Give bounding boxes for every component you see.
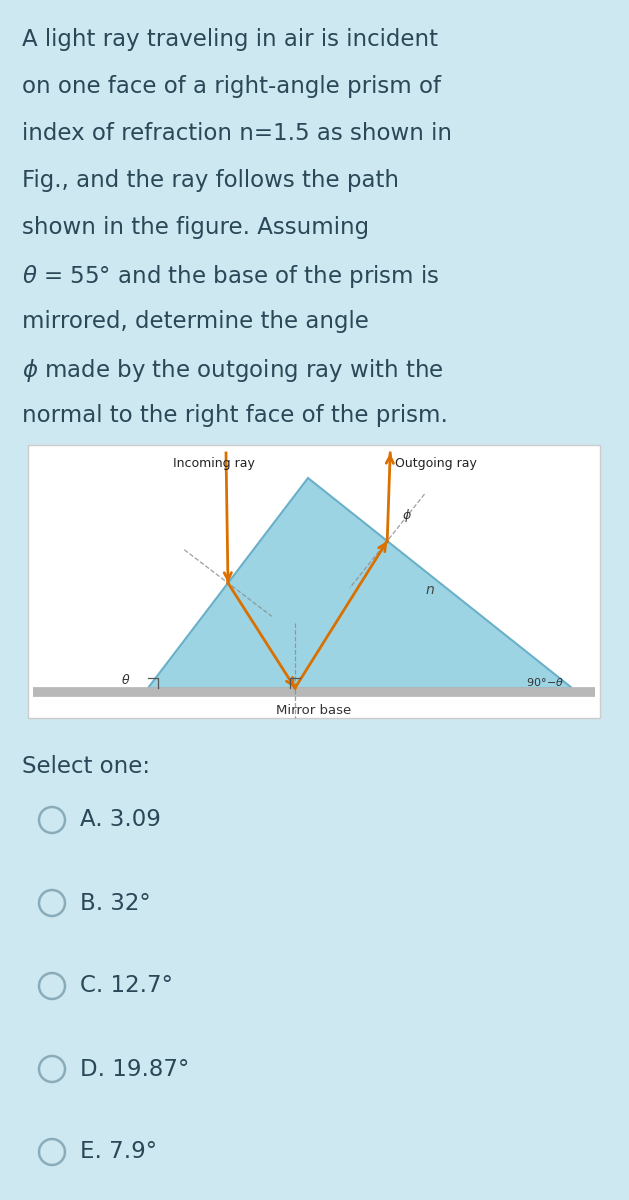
Text: B. 32°: B. 32° (80, 892, 150, 914)
Text: $90°\!-\!\theta$: $90°\!-\!\theta$ (526, 676, 564, 688)
Text: $\phi$: $\phi$ (403, 508, 412, 524)
Text: C. 12.7°: C. 12.7° (80, 974, 173, 997)
Polygon shape (148, 478, 572, 688)
Text: on one face of a right-angle prism of: on one face of a right-angle prism of (22, 74, 441, 98)
Text: $\theta$ = 55° and the base of the prism is: $\theta$ = 55° and the base of the prism… (22, 263, 440, 290)
Text: index of refraction n=1.5 as shown in: index of refraction n=1.5 as shown in (22, 122, 452, 145)
Text: A. 3.09: A. 3.09 (80, 809, 161, 832)
Text: Outgoing ray: Outgoing ray (395, 457, 477, 470)
Text: E. 7.9°: E. 7.9° (80, 1140, 157, 1164)
Text: D. 19.87°: D. 19.87° (80, 1057, 189, 1080)
Text: Incoming ray: Incoming ray (173, 457, 255, 470)
Text: mirrored, determine the angle: mirrored, determine the angle (22, 310, 369, 332)
Text: normal to the right face of the prism.: normal to the right face of the prism. (22, 404, 448, 427)
Text: n: n (426, 583, 435, 596)
Text: Select one:: Select one: (22, 755, 150, 778)
Text: shown in the figure. Assuming: shown in the figure. Assuming (22, 216, 369, 239)
Bar (28, 445, 600, 718)
Text: Mirror base: Mirror base (276, 704, 352, 716)
Text: $\theta$: $\theta$ (121, 673, 131, 686)
Text: $\phi$ made by the outgoing ray with the: $\phi$ made by the outgoing ray with the (22, 358, 443, 384)
Text: Fig., and the ray follows the path: Fig., and the ray follows the path (22, 169, 399, 192)
Text: A light ray traveling in air is incident: A light ray traveling in air is incident (22, 28, 438, 50)
